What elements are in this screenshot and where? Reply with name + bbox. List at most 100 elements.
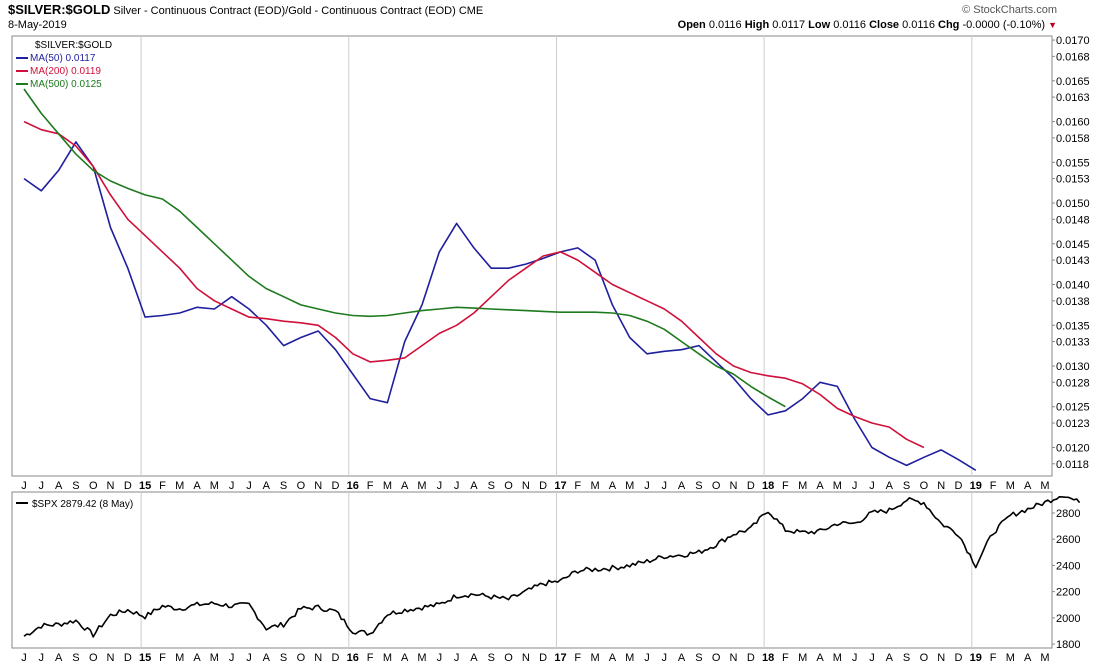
x-tick-label: D (332, 480, 340, 492)
x-tick-label: J (454, 480, 460, 492)
chg-label: Chg (938, 19, 960, 31)
x-tick-label: 17 (554, 480, 566, 492)
y-tick-label: 0.0155 (1056, 157, 1090, 169)
x-tick-label: J (662, 480, 668, 492)
x-tick-label: J (662, 652, 668, 664)
x-tick-label: M (590, 480, 599, 492)
high-value: 0.0117 (772, 19, 806, 31)
x-tick-label: J (229, 652, 235, 664)
symbol-label: $SILVER:$GOLD (8, 2, 111, 17)
x-tick-label: A (678, 652, 686, 664)
x-tick-label: M (383, 652, 392, 664)
x-tick-label: A (263, 480, 271, 492)
x-tick-label: 15 (139, 480, 151, 492)
x-tick-label: M (175, 652, 184, 664)
y-tick-label: 0.0135 (1056, 320, 1090, 332)
exchange-label: CME (458, 5, 484, 17)
symbol-description: Silver - Continuous Contract (EOD)/Gold … (113, 5, 456, 17)
spx-panel-frame (11, 491, 1053, 649)
low-value: 0.0116 (833, 19, 867, 31)
x-tick-label: M (798, 652, 807, 664)
x-tick-label: S (280, 480, 287, 492)
x-tick-label: J (454, 652, 460, 664)
spx-legend: $SPX 2879.42 (8 May) (16, 499, 133, 510)
x-tick-label: N (522, 480, 530, 492)
x-tick-label: N (937, 480, 945, 492)
y-tick-label: 0.0125 (1056, 402, 1090, 414)
x-tick-label: S (72, 480, 79, 492)
x-tick-label: J (852, 480, 858, 492)
x-tick-label: 16 (347, 652, 359, 664)
x-tick-label: M (417, 480, 426, 492)
x-tick-label: S (488, 652, 495, 664)
x-tick-label: O (89, 652, 98, 664)
y-tick-label: 0.0138 (1056, 296, 1090, 308)
x-tick-label: M (590, 652, 599, 664)
y-tick-label: 0.0153 (1056, 174, 1090, 186)
legend-ma50-label: MA(50) 0.0117 (30, 53, 96, 64)
x-tick-label: N (730, 480, 738, 492)
y-tick-label: 0.0145 (1056, 239, 1090, 251)
x-tick-label: A (193, 652, 201, 664)
x-tick-label: O (89, 480, 98, 492)
y-tick-label: 0.0160 (1056, 117, 1090, 129)
x-tick-label: 17 (554, 652, 566, 664)
close-value: 0.0116 (902, 19, 935, 31)
series-spx-line (23, 496, 1081, 638)
x-tick-label: F (990, 480, 997, 492)
spx-x-axis: J J A S O N D 15 F M A M J J A S O N D 16 F M A M J J A S O N D 17 F M A M J… (21, 652, 1049, 664)
y-tick-label: 2400 (1056, 560, 1080, 572)
x-tick-label: J (21, 480, 27, 492)
x-tick-label: M (625, 652, 634, 664)
legend-price-label: $SILVER:$GOLD (35, 40, 112, 51)
x-tick-label: O (920, 480, 929, 492)
chg-value: -0.0000 (-0.10%) (962, 19, 1046, 31)
x-tick-label: O (920, 652, 929, 664)
y-tick-label: 0.0150 (1056, 198, 1090, 210)
legend-spx-label: $SPX 2879.42 (8 May) (32, 499, 133, 510)
x-tick-label: D (954, 480, 962, 492)
spx-gridlines (140, 492, 1055, 648)
x-tick-label: F (782, 652, 789, 664)
x-tick-label: F (159, 480, 166, 492)
x-tick-label: F (367, 480, 374, 492)
x-tick-label: J (437, 652, 443, 664)
x-tick-label: O (504, 652, 513, 664)
x-tick-label: D (954, 652, 962, 664)
x-tick-label: A (609, 480, 617, 492)
y-tick-label: 0.0133 (1056, 337, 1090, 349)
x-tick-label: A (678, 480, 686, 492)
x-tick-label: F (367, 652, 374, 664)
x-tick-label: A (470, 652, 478, 664)
x-tick-label: J (229, 480, 235, 492)
x-tick-label: A (1024, 652, 1032, 664)
x-tick-label: J (39, 480, 45, 492)
x-tick-label: S (695, 652, 702, 664)
date-label: 8-May-2019 (8, 19, 67, 31)
main-x-axis: J J A S O N D 15 F M A M J J A S O N D 16 F M A M J J A S O N D 17 F M A M J… (21, 480, 1049, 492)
y-tick-label: 0.0168 (1056, 51, 1090, 63)
x-tick-label: M (833, 652, 842, 664)
y-tick-label: 0.0143 (1056, 255, 1090, 267)
x-tick-label: A (886, 652, 894, 664)
x-tick-label: 19 (970, 652, 982, 664)
x-tick-label: S (903, 480, 910, 492)
x-tick-label: J (869, 480, 875, 492)
legend-ma200-label: MA(200) 0.0119 (30, 66, 101, 77)
spx-series-group (23, 496, 1081, 638)
y-tick-label: 0.0170 (1056, 35, 1090, 47)
y-tick-label: 0.0140 (1056, 280, 1090, 292)
x-tick-label: J (644, 480, 650, 492)
x-tick-label: M (1006, 652, 1015, 664)
y-tick-label: 0.0120 (1056, 442, 1090, 454)
x-tick-label: N (107, 652, 115, 664)
x-tick-label: J (246, 480, 252, 492)
x-tick-label: A (816, 480, 824, 492)
x-tick-label: A (263, 652, 271, 664)
x-tick-label: D (124, 652, 132, 664)
x-tick-label: F (990, 652, 997, 664)
low-label: Low (808, 19, 831, 31)
close-label: Close (869, 19, 900, 31)
series-ma50-line (23, 141, 977, 471)
